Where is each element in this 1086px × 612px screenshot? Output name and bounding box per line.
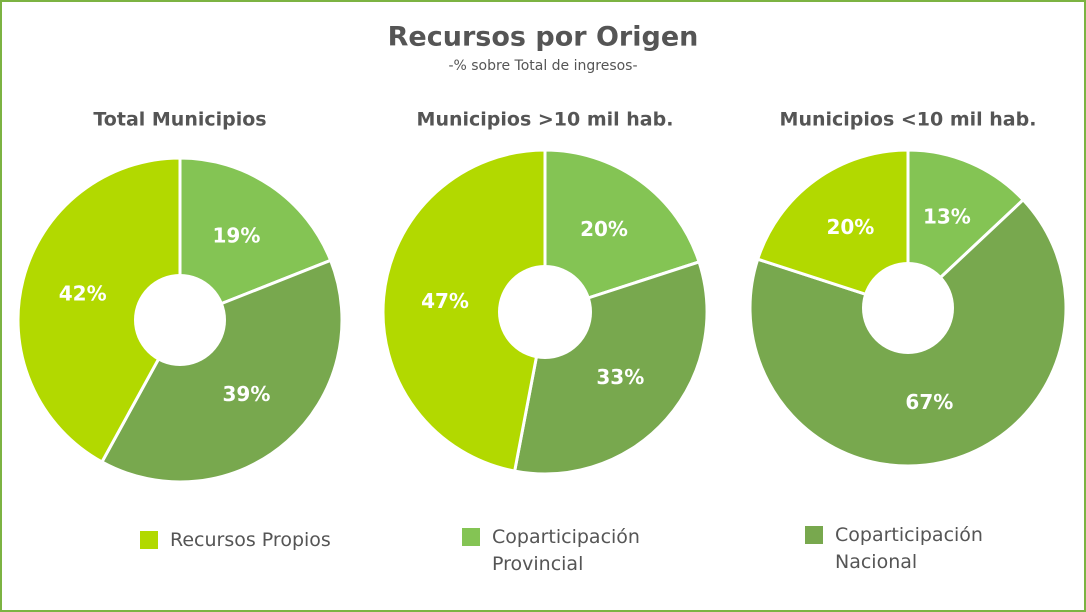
data-label: 19%	[213, 223, 261, 247]
pie-title: Municipios >10 mil hab.	[417, 109, 674, 131]
pie-slice	[178, 156, 333, 323]
legend-label: Coparticipación Nacional	[835, 524, 983, 573]
legend-label: Coparticipación Provincial	[492, 526, 640, 575]
legend-swatch	[462, 528, 480, 546]
donut-hole	[498, 265, 592, 359]
chart-title: Recursos por Origen	[388, 22, 699, 53]
pie-slice	[381, 148, 547, 473]
legend-swatch	[140, 531, 158, 549]
data-label: 20%	[580, 217, 628, 241]
data-label: 47%	[421, 289, 469, 313]
legend-item: Coparticipación Nacional	[805, 522, 1000, 576]
pie-title: Total Municipios	[93, 109, 266, 131]
pie-slice	[755, 148, 910, 311]
legend-swatch	[805, 526, 823, 544]
legend-label: Recursos Propios	[170, 529, 331, 551]
legend-item: Recursos Propios	[140, 527, 345, 554]
pie-slice	[99, 258, 344, 484]
pie-slice	[906, 148, 1026, 312]
data-label: 67%	[905, 390, 953, 414]
pie-slice	[16, 156, 182, 465]
legend-item: Coparticipación Provincial	[462, 524, 657, 578]
data-label: 33%	[596, 365, 644, 389]
pie-title: Municipios <10 mil hab.	[780, 109, 1037, 131]
donut-hole	[862, 262, 954, 354]
data-label: 42%	[59, 282, 107, 306]
data-label: 13%	[923, 205, 971, 229]
donut-hole	[134, 274, 226, 366]
pie-slice	[543, 148, 701, 315]
chart-subtitle: -% sobre Total de ingresos-	[448, 58, 637, 74]
data-label: 39%	[222, 382, 270, 406]
data-label: 20%	[826, 215, 874, 239]
